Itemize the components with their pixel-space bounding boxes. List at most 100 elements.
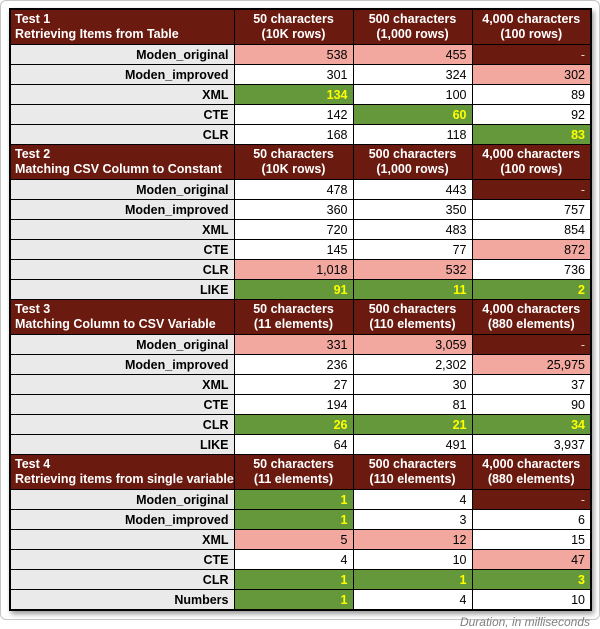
row-label: XML	[9, 219, 235, 240]
value-cell: 89	[471, 84, 592, 105]
value-cell: 21	[352, 414, 473, 435]
section-header-row: Test 4 Retrieving items from single varia…	[9, 454, 592, 490]
value-cell: 142	[233, 104, 354, 125]
section-title-cell: Test 3 Matching Column to CSV Variable	[9, 299, 235, 335]
value-cell: 10	[471, 589, 592, 611]
value-cell: 757	[471, 199, 592, 220]
value-cell: 90	[471, 394, 592, 415]
value-cell: 15	[471, 529, 592, 550]
column-header-sub: (10K rows)	[261, 27, 326, 41]
section-header-row: Test 1 Retrieving Items from Table 50 char…	[9, 8, 592, 45]
row-label: CLR	[9, 124, 235, 145]
value-cell: 1,018	[233, 259, 354, 280]
row-label: LIKE	[9, 434, 235, 455]
table-row: CLR 168 118 83	[9, 124, 592, 145]
column-header-sub: (1,000 rows)	[376, 162, 449, 176]
section-test-label: Test 2	[15, 147, 51, 161]
row-label: XML	[9, 374, 235, 395]
table-row: CTE 145 77 872	[9, 239, 592, 260]
column-header-sub: (110 elements)	[369, 472, 456, 486]
value-cell: 350	[352, 199, 473, 220]
value-cell: 6	[471, 509, 592, 530]
column-header-sub: (110 elements)	[369, 317, 456, 331]
row-label: CTE	[9, 104, 235, 125]
column-header-label: 50 characters	[253, 147, 334, 161]
value-cell: 483	[352, 219, 473, 240]
value-cell: 1	[233, 509, 354, 530]
row-label: XML	[9, 529, 235, 550]
section-title-cell: Test 2 Matching CSV Column to Constant	[9, 144, 235, 180]
value-cell: 1	[352, 569, 473, 590]
value-cell: -	[471, 179, 592, 200]
table-row: Moden_original 1 4-	[9, 489, 592, 510]
row-label: Moden_improved	[9, 199, 235, 220]
value-cell: 30	[352, 374, 473, 395]
column-header: 4,000 characters (880 elements)	[471, 299, 592, 335]
row-label: Moden_original	[9, 334, 235, 355]
row-label: Numbers	[9, 589, 235, 611]
value-cell: 360	[233, 199, 354, 220]
column-header: 50 characters (11 elements)	[233, 299, 354, 335]
section-header-row: Test 3 Matching Column to CSV Variable 50 …	[9, 299, 592, 335]
value-cell: 478	[233, 179, 354, 200]
column-header-label: 500 characters	[368, 457, 457, 471]
table-row: Moden_improved 301 324 302	[9, 64, 592, 85]
row-label: Moden_original	[9, 489, 235, 510]
table-row: Moden_original 331 3,059-	[9, 334, 592, 355]
value-cell: 60	[352, 104, 473, 125]
value-cell: 100	[352, 84, 473, 105]
section-description: Retrieving items from single variable	[15, 472, 234, 486]
row-label: Moden_original	[9, 179, 235, 200]
value-cell: -	[471, 44, 592, 65]
column-header-label: 4,000 characters	[482, 457, 581, 471]
column-header-label: 4,000 characters	[482, 12, 581, 26]
row-label: LIKE	[9, 279, 235, 300]
row-label: CTE	[9, 549, 235, 570]
value-cell: 25,975	[471, 354, 592, 375]
column-header-label: 50 characters	[253, 457, 334, 471]
value-cell: 1	[233, 589, 354, 611]
value-cell: -	[471, 489, 592, 510]
value-cell: 27	[233, 374, 354, 395]
value-cell: 37	[471, 374, 592, 395]
column-header-sub: (10K rows)	[261, 162, 326, 176]
table-row: Moden_improved 1 3 6	[9, 509, 592, 530]
table-row: LIKE 64 491 3,937	[9, 434, 592, 455]
row-label: CLR	[9, 259, 235, 280]
value-cell: 34	[471, 414, 592, 435]
value-cell: 134	[233, 84, 354, 105]
table-row: XML 5 12 15	[9, 529, 592, 550]
value-cell: 118	[352, 124, 473, 145]
table-row: CLR 1,018 532 736	[9, 259, 592, 280]
table-row: CLR 26 21 34	[9, 414, 592, 435]
row-label: CTE	[9, 394, 235, 415]
row-label: CLR	[9, 414, 235, 435]
column-header-label: 4,000 characters	[482, 302, 581, 316]
column-header-label: 500 characters	[368, 12, 457, 26]
value-cell: 872	[471, 239, 592, 260]
section-description: Matching Column to CSV Variable	[15, 317, 216, 331]
row-label: XML	[9, 84, 235, 105]
row-label: Moden_improved	[9, 509, 235, 530]
value-cell: -	[471, 334, 592, 355]
value-cell: 77	[352, 239, 473, 260]
table-row: CTE 142 60 92	[9, 104, 592, 125]
column-header: 50 characters (11 elements)	[233, 454, 354, 490]
value-cell: 532	[352, 259, 473, 280]
section-test-label: Test 1	[15, 12, 51, 26]
value-cell: 331	[233, 334, 354, 355]
table-row: Moden_original 538 455-	[9, 44, 592, 65]
column-header: 50 characters (10K rows)	[233, 144, 354, 180]
table-row: Moden_original 478 443-	[9, 179, 592, 200]
value-cell: 538	[233, 44, 354, 65]
section-title-cell: Test 1 Retrieving Items from Table	[9, 8, 235, 45]
value-cell: 3,937	[471, 434, 592, 455]
section-description: Retrieving Items from Table	[15, 27, 179, 41]
value-cell: 2	[471, 279, 592, 300]
value-cell: 455	[352, 44, 473, 65]
column-header: 4,000 characters (100 rows)	[471, 8, 592, 45]
column-header-sub: (100 rows)	[500, 162, 563, 176]
table-row: CLR 1 1 3	[9, 569, 592, 590]
value-cell: 81	[352, 394, 473, 415]
